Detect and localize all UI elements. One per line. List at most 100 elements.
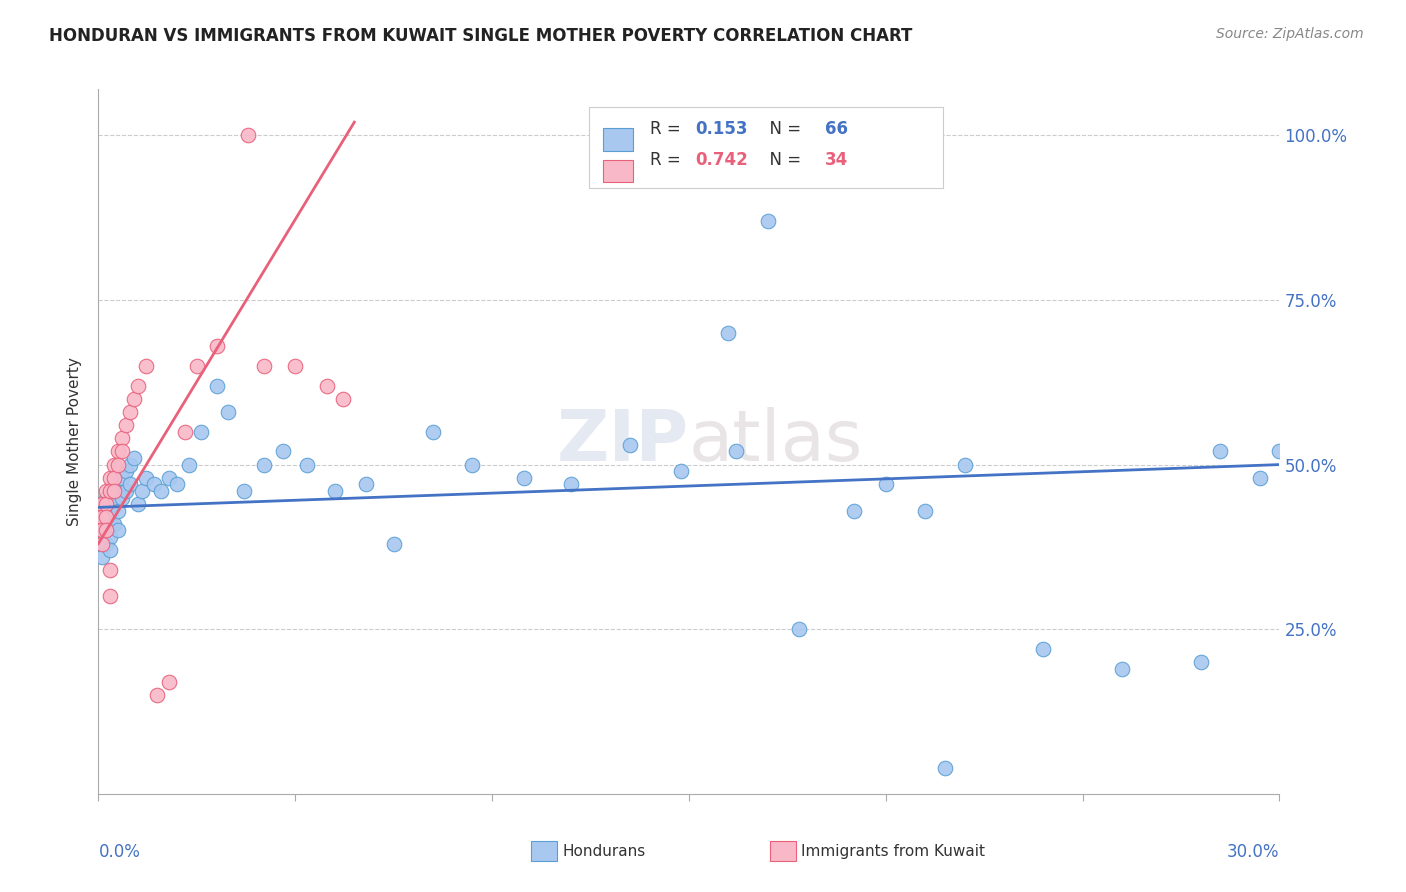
Point	[186, 359, 208, 373]
Point	[354, 477, 377, 491]
Point	[1249, 471, 1271, 485]
Point	[190, 425, 212, 439]
Point	[1032, 642, 1054, 657]
Point	[111, 431, 134, 445]
Point	[233, 483, 256, 498]
Point	[91, 524, 114, 538]
Point	[717, 326, 740, 340]
Point	[96, 524, 118, 538]
Point	[103, 477, 125, 491]
Point	[512, 471, 534, 485]
Point	[332, 392, 354, 406]
Point	[157, 674, 180, 689]
Text: R =: R =	[650, 152, 686, 169]
Text: N =: N =	[759, 120, 806, 137]
Point	[91, 510, 114, 524]
Point	[91, 510, 114, 524]
Point	[115, 464, 138, 478]
Point	[253, 359, 276, 373]
Text: Source: ZipAtlas.com: Source: ZipAtlas.com	[1216, 27, 1364, 41]
Point	[98, 563, 121, 577]
Point	[96, 510, 118, 524]
Point	[157, 471, 180, 485]
Point	[98, 543, 121, 558]
Point	[96, 536, 118, 550]
Point	[115, 483, 138, 498]
Point	[96, 483, 118, 498]
Point	[91, 536, 114, 550]
Point	[669, 464, 692, 478]
Point	[236, 128, 259, 143]
Point	[98, 483, 121, 498]
Point	[725, 444, 748, 458]
Point	[135, 359, 157, 373]
Text: Immigrants from Kuwait: Immigrants from Kuwait	[801, 845, 986, 859]
Point	[1268, 444, 1291, 458]
Point	[205, 339, 228, 353]
Point	[111, 491, 134, 505]
Point	[91, 536, 114, 550]
Point	[284, 359, 307, 373]
Point	[273, 444, 295, 458]
Text: HONDURAN VS IMMIGRANTS FROM KUWAIT SINGLE MOTHER POVERTY CORRELATION CHART: HONDURAN VS IMMIGRANTS FROM KUWAIT SINGL…	[49, 27, 912, 45]
Point	[875, 477, 897, 491]
Point	[98, 530, 121, 544]
Point	[98, 590, 121, 604]
Point	[103, 458, 125, 472]
Point	[122, 450, 145, 465]
Point	[103, 497, 125, 511]
Point	[422, 425, 444, 439]
Point	[142, 477, 165, 491]
Point	[98, 497, 121, 511]
Point	[146, 688, 169, 702]
Point	[111, 471, 134, 485]
Text: 0.153: 0.153	[695, 120, 748, 137]
Point	[174, 425, 197, 439]
FancyBboxPatch shape	[589, 107, 943, 188]
Point	[217, 405, 239, 419]
Point	[560, 477, 582, 491]
Point	[91, 497, 114, 511]
Text: 0.742: 0.742	[695, 152, 748, 169]
Point	[103, 483, 125, 498]
Text: N =: N =	[759, 152, 806, 169]
Point	[756, 214, 779, 228]
Point	[103, 516, 125, 531]
Point	[1209, 444, 1232, 458]
Point	[934, 760, 956, 774]
Point	[619, 438, 641, 452]
Point	[107, 483, 129, 498]
Point	[323, 483, 346, 498]
Point	[844, 504, 866, 518]
Point	[103, 471, 125, 485]
Text: 0.0%: 0.0%	[98, 843, 141, 861]
Point	[118, 458, 141, 472]
Point	[91, 524, 114, 538]
Text: 30.0%: 30.0%	[1227, 843, 1279, 861]
Point	[96, 524, 118, 538]
Point	[111, 444, 134, 458]
Point	[253, 458, 276, 472]
Text: 66: 66	[825, 120, 848, 137]
Text: 34: 34	[825, 152, 848, 169]
Text: R =: R =	[650, 120, 686, 137]
Point	[382, 536, 405, 550]
Point	[115, 418, 138, 433]
Text: ZIP: ZIP	[557, 407, 689, 476]
Point	[118, 477, 141, 491]
Point	[107, 504, 129, 518]
Point	[127, 497, 149, 511]
Point	[953, 458, 976, 472]
Point	[96, 504, 118, 518]
Point	[1111, 662, 1133, 676]
Point	[96, 491, 118, 505]
Point	[127, 378, 149, 392]
FancyBboxPatch shape	[603, 160, 633, 182]
Point	[315, 378, 337, 392]
Text: Hondurans: Hondurans	[562, 845, 645, 859]
Point	[122, 392, 145, 406]
Point	[461, 458, 484, 472]
Point	[107, 458, 129, 472]
Point	[107, 524, 129, 538]
Point	[1189, 655, 1212, 669]
